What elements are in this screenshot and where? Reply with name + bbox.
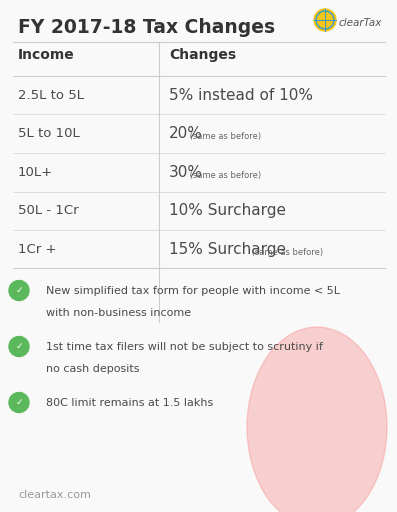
Text: clearTax: clearTax: [339, 18, 382, 28]
Text: 80C limit remains at 1.5 lakhs: 80C limit remains at 1.5 lakhs: [46, 398, 213, 409]
Text: 5L to 10L: 5L to 10L: [18, 127, 80, 140]
Text: Changes: Changes: [169, 48, 236, 62]
Circle shape: [9, 336, 29, 356]
Text: Income: Income: [18, 48, 75, 62]
Text: no cash deposits: no cash deposits: [46, 365, 139, 374]
Text: with non-business income: with non-business income: [46, 309, 191, 318]
Text: ✓: ✓: [15, 398, 23, 407]
Text: 1Cr +: 1Cr +: [18, 243, 56, 256]
Ellipse shape: [247, 327, 387, 512]
Circle shape: [9, 281, 29, 301]
Text: FY 2017-18 Tax Changes: FY 2017-18 Tax Changes: [18, 18, 275, 37]
Text: (same as before): (same as before): [249, 248, 324, 257]
Circle shape: [314, 9, 336, 31]
Text: 5% instead of 10%: 5% instead of 10%: [169, 88, 313, 103]
Text: 20%: 20%: [169, 126, 203, 141]
Text: 30%: 30%: [169, 165, 203, 180]
Text: 1st time tax filers will not be subject to scrutiny if: 1st time tax filers will not be subject …: [46, 343, 323, 352]
Text: cleartax.com: cleartax.com: [18, 490, 91, 500]
Text: (same as before): (same as before): [187, 132, 262, 141]
Text: 50L - 1Cr: 50L - 1Cr: [18, 204, 79, 217]
Text: 15% Surcharge: 15% Surcharge: [169, 242, 286, 257]
Text: 10L+: 10L+: [18, 166, 53, 179]
Text: ✓: ✓: [15, 342, 23, 351]
Circle shape: [9, 393, 29, 413]
Text: 10% Surcharge: 10% Surcharge: [169, 203, 286, 218]
Text: (same as before): (same as before): [187, 170, 262, 180]
Text: New simplified tax form for people with income < 5L: New simplified tax form for people with …: [46, 287, 340, 296]
Text: ✓: ✓: [15, 286, 23, 295]
Text: 2.5L to 5L: 2.5L to 5L: [18, 89, 84, 102]
